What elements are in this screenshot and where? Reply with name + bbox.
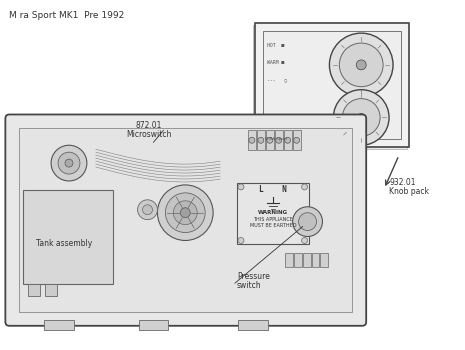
Bar [263, 31, 401, 139]
Circle shape [292, 207, 322, 237]
Circle shape [339, 43, 383, 87]
Bar [19, 128, 352, 312]
Text: M ra Sport MK1  Pre 1992: M ra Sport MK1 Pre 1992 [9, 11, 125, 20]
Circle shape [267, 137, 273, 143]
Circle shape [357, 113, 365, 121]
Bar [23, 190, 113, 284]
Circle shape [293, 137, 299, 143]
Circle shape [143, 205, 153, 215]
Bar [257, 130, 265, 150]
Circle shape [238, 184, 244, 190]
Circle shape [342, 99, 380, 136]
Bar [238, 320, 268, 330]
Circle shape [302, 238, 307, 244]
Bar [28, 284, 40, 296]
Circle shape [173, 201, 197, 225]
Bar [293, 145, 315, 153]
Text: WARM ■: WARM ■ [267, 61, 284, 65]
Text: Microswitch: Microswitch [126, 130, 171, 139]
Circle shape [138, 200, 158, 220]
Text: ---   ○: --- ○ [267, 78, 287, 83]
Circle shape [249, 137, 255, 143]
Bar [255, 23, 409, 147]
Text: MUST BE EARTHED: MUST BE EARTHED [250, 223, 296, 228]
Bar [275, 130, 283, 150]
Circle shape [238, 238, 244, 244]
Bar [293, 253, 302, 267]
Circle shape [302, 184, 307, 190]
Bar [303, 253, 311, 267]
Text: THIS APPLIANCE: THIS APPLIANCE [253, 217, 292, 222]
Bar [284, 130, 292, 150]
Circle shape [166, 193, 205, 232]
FancyBboxPatch shape [6, 114, 366, 326]
Text: 872.01: 872.01 [135, 121, 162, 130]
Bar [266, 130, 274, 150]
Circle shape [356, 60, 366, 70]
Bar [45, 284, 57, 296]
Bar [44, 320, 74, 330]
Bar [237, 183, 309, 244]
Text: 932.01: 932.01 [389, 178, 416, 187]
Text: Knob pack: Knob pack [389, 187, 429, 196]
Text: Tank assembly: Tank assembly [36, 239, 93, 248]
Circle shape [276, 137, 282, 143]
Bar [139, 320, 168, 330]
Circle shape [58, 152, 80, 174]
Circle shape [333, 90, 389, 145]
Bar [285, 253, 292, 267]
Text: L    N: L N [259, 185, 286, 194]
Bar [253, 25, 407, 149]
Text: MIRA sport: MIRA sport [265, 137, 287, 141]
Bar [248, 130, 256, 150]
Circle shape [158, 185, 213, 240]
Bar [320, 253, 328, 267]
Circle shape [180, 208, 190, 218]
Text: switch: switch [237, 281, 262, 290]
Bar [292, 130, 300, 150]
Circle shape [299, 213, 317, 231]
Circle shape [329, 33, 393, 97]
Circle shape [285, 137, 291, 143]
Circle shape [65, 159, 73, 167]
Bar [312, 253, 319, 267]
Text: WARNING: WARNING [258, 210, 288, 215]
Circle shape [51, 145, 87, 181]
Text: Pressure: Pressure [237, 272, 270, 281]
Text: HOT  ■: HOT ■ [267, 43, 284, 48]
Circle shape [258, 137, 264, 143]
